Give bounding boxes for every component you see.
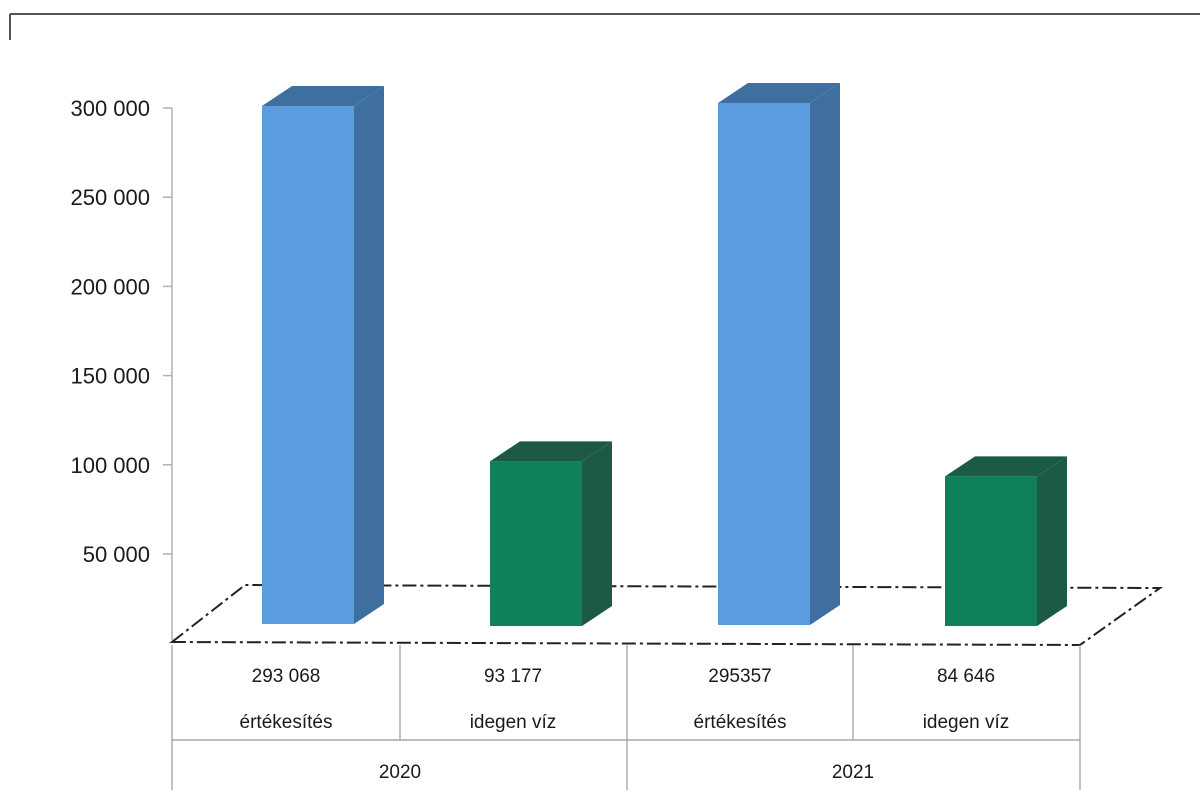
bar-1 bbox=[262, 86, 384, 624]
bar-side bbox=[810, 83, 840, 625]
bar-front bbox=[490, 461, 582, 626]
bar-front bbox=[262, 106, 354, 624]
table-category: értékesítés bbox=[240, 712, 333, 733]
y-tick-label: 300 000 bbox=[70, 96, 150, 121]
bar-front bbox=[945, 476, 1037, 626]
y-tick-label: 150 000 bbox=[70, 364, 150, 389]
table-value: 84 646 bbox=[937, 666, 995, 687]
table-group-label: 2021 bbox=[832, 762, 874, 783]
table-category: értékesítés bbox=[694, 712, 787, 733]
y-tick-labels: 300 000 250 000 200 000 150 000 100 000 50 00… bbox=[70, 96, 172, 567]
y-tick-label: 100 000 bbox=[70, 453, 150, 478]
table-value: 293 068 bbox=[252, 666, 321, 687]
bar-side bbox=[582, 441, 612, 626]
table-group-label: 2020 bbox=[379, 762, 421, 783]
bar-top bbox=[718, 83, 840, 103]
bar-top bbox=[945, 456, 1067, 477]
bar-top bbox=[262, 86, 384, 107]
table-category: idegen víz bbox=[923, 712, 1010, 733]
table-value: 93 177 bbox=[484, 666, 542, 687]
bar-2 bbox=[490, 441, 612, 626]
bars bbox=[262, 83, 1067, 626]
table-category: idegen víz bbox=[470, 712, 557, 733]
table-value: 295357 bbox=[708, 666, 771, 687]
chart-floor bbox=[169, 583, 1164, 647]
bar-side bbox=[1037, 456, 1067, 626]
bar-front bbox=[718, 103, 810, 625]
bar-4 bbox=[945, 456, 1067, 626]
bar-3 bbox=[718, 83, 840, 625]
data-table-grid bbox=[171, 645, 1081, 790]
data-table: 293 068 értékesítés 93 177 idegen víz 295357… bbox=[240, 666, 1010, 783]
bar-top bbox=[490, 441, 612, 462]
y-tick-label: 250 000 bbox=[70, 185, 150, 210]
y-tick-label: 200 000 bbox=[70, 274, 150, 299]
y-tick-label: 50 000 bbox=[83, 542, 150, 567]
bar-side bbox=[354, 86, 384, 624]
